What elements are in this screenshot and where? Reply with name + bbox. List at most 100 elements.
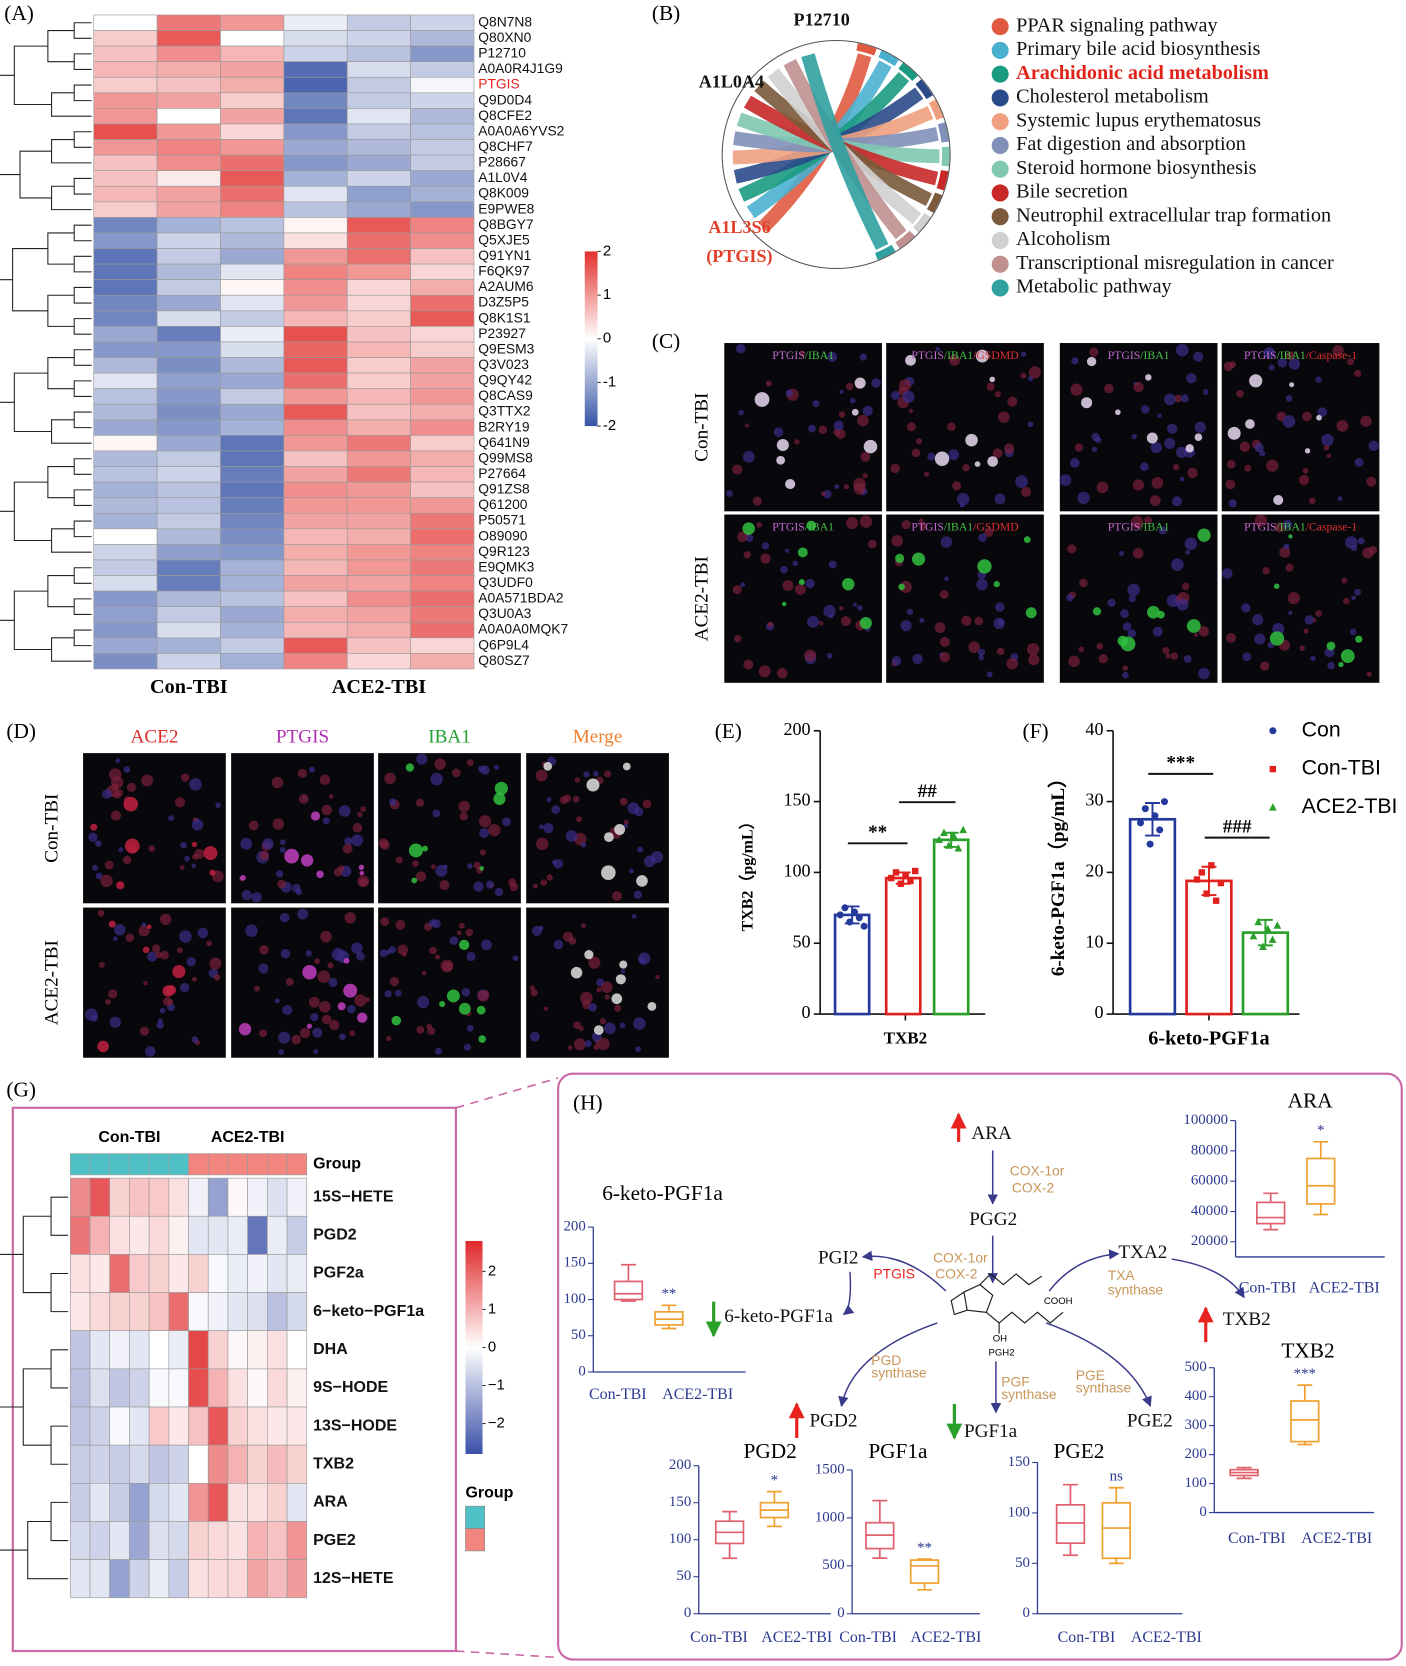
row-label: Q8K1S1 <box>478 309 531 325</box>
cell <box>1194 433 1203 442</box>
nucleus <box>1157 413 1162 419</box>
legend-dot <box>991 18 1009 36</box>
heat-cell <box>410 357 475 374</box>
group-cell <box>227 1153 248 1176</box>
channel-part: /IBA1 <box>944 348 973 361</box>
nucleus <box>1166 594 1180 607</box>
cell <box>162 985 174 997</box>
nucleus <box>619 1022 626 1029</box>
nucleus <box>1079 578 1088 588</box>
nucleus <box>101 789 112 799</box>
channel-part: PTGIS <box>1244 520 1277 533</box>
nucleus <box>192 976 198 982</box>
nucleus <box>138 925 150 937</box>
nucleus <box>782 580 794 592</box>
nucleus <box>1021 486 1032 497</box>
cell <box>1025 607 1037 619</box>
group-row-label: Group <box>313 1155 361 1172</box>
legend-swatch <box>465 1505 485 1529</box>
nucleus <box>512 955 519 962</box>
heat-cell <box>346 528 411 545</box>
nucleus <box>1336 420 1349 432</box>
nucleus <box>1193 351 1204 362</box>
heat-cell <box>69 1521 91 1560</box>
x-tick-label: Con-TBI <box>1239 1280 1297 1297</box>
heat-cell <box>129 1177 150 1217</box>
row-label: Q5XJE5 <box>478 231 530 247</box>
heat-cell <box>188 1330 209 1370</box>
heat-cell <box>227 1406 248 1446</box>
data-point <box>935 835 944 844</box>
heat-cell <box>410 435 475 452</box>
nucleus <box>1128 595 1136 603</box>
heat-cell <box>283 512 348 530</box>
heat-cell <box>93 559 158 576</box>
y-tick-label: 100 <box>669 1531 691 1547</box>
nucleus <box>633 1017 646 1030</box>
legend-label: Con <box>1302 717 1341 741</box>
legend-dot <box>991 136 1009 154</box>
nucleus <box>384 772 396 785</box>
nucleus <box>1332 344 1344 357</box>
cell <box>306 1023 313 1029</box>
cell <box>142 946 150 954</box>
nucleus <box>279 912 290 923</box>
y-tick-label: 0 <box>1094 1002 1103 1022</box>
heat-cell <box>283 76 348 94</box>
cell <box>357 1012 368 1023</box>
channel-part: PTGIS <box>1108 348 1141 361</box>
nucleus <box>821 491 826 496</box>
nucleus <box>501 817 511 827</box>
panel-frame <box>557 1072 1403 1661</box>
cell <box>172 965 186 979</box>
heat-cell <box>93 403 158 421</box>
dendrogram <box>12 248 48 312</box>
nucleus <box>186 957 196 967</box>
row-label: D3Z5P5 <box>478 294 529 310</box>
heat-cell <box>267 1254 288 1293</box>
y-tick-label: 60000 <box>1191 1173 1228 1189</box>
box <box>613 1280 644 1301</box>
heat-cell <box>220 248 285 265</box>
nucleus <box>752 496 762 506</box>
channel-part: PTGIS <box>772 520 805 533</box>
colorbar-label: 1 <box>488 1301 496 1317</box>
heat-cell <box>286 1254 308 1293</box>
nucleus <box>1015 475 1028 488</box>
cell <box>476 1005 486 1015</box>
chord-segment <box>895 230 915 249</box>
whisker-low <box>1313 1203 1329 1216</box>
nucleus <box>580 991 593 1005</box>
legend-label: Fat digestion and absorption <box>1016 133 1246 155</box>
y-tick-label: 30 <box>1085 790 1103 810</box>
nucleus <box>395 856 403 864</box>
heat-cell <box>346 450 411 467</box>
nucleus <box>546 874 553 881</box>
colorbar-label: −1 <box>488 1377 505 1393</box>
heat-cell <box>93 170 158 187</box>
nucleus <box>457 930 462 936</box>
nucleus <box>597 1037 610 1051</box>
heat-cell <box>207 1559 229 1599</box>
dendrogram <box>73 255 92 273</box>
heat-cell <box>283 30 348 47</box>
cell <box>1340 649 1355 664</box>
heat-cell <box>148 1292 170 1332</box>
dendrogram <box>73 489 92 506</box>
nucleus <box>859 515 873 528</box>
row-label: DHA <box>313 1341 348 1358</box>
cell <box>1273 495 1284 506</box>
nucleus <box>1193 632 1199 638</box>
nucleus <box>360 806 367 813</box>
heat-cell <box>207 1368 229 1408</box>
heat-cell <box>220 108 285 125</box>
nucleus <box>839 605 844 611</box>
nucleus <box>849 397 856 404</box>
box-title: TXB2 <box>1281 1339 1334 1363</box>
nucleus <box>898 379 912 392</box>
nucleus <box>466 759 474 767</box>
enzyme: synthase <box>1108 1282 1164 1298</box>
colorbar-label: 1 <box>603 287 611 303</box>
heat-cell <box>346 45 411 62</box>
legend-dot <box>991 41 1009 59</box>
